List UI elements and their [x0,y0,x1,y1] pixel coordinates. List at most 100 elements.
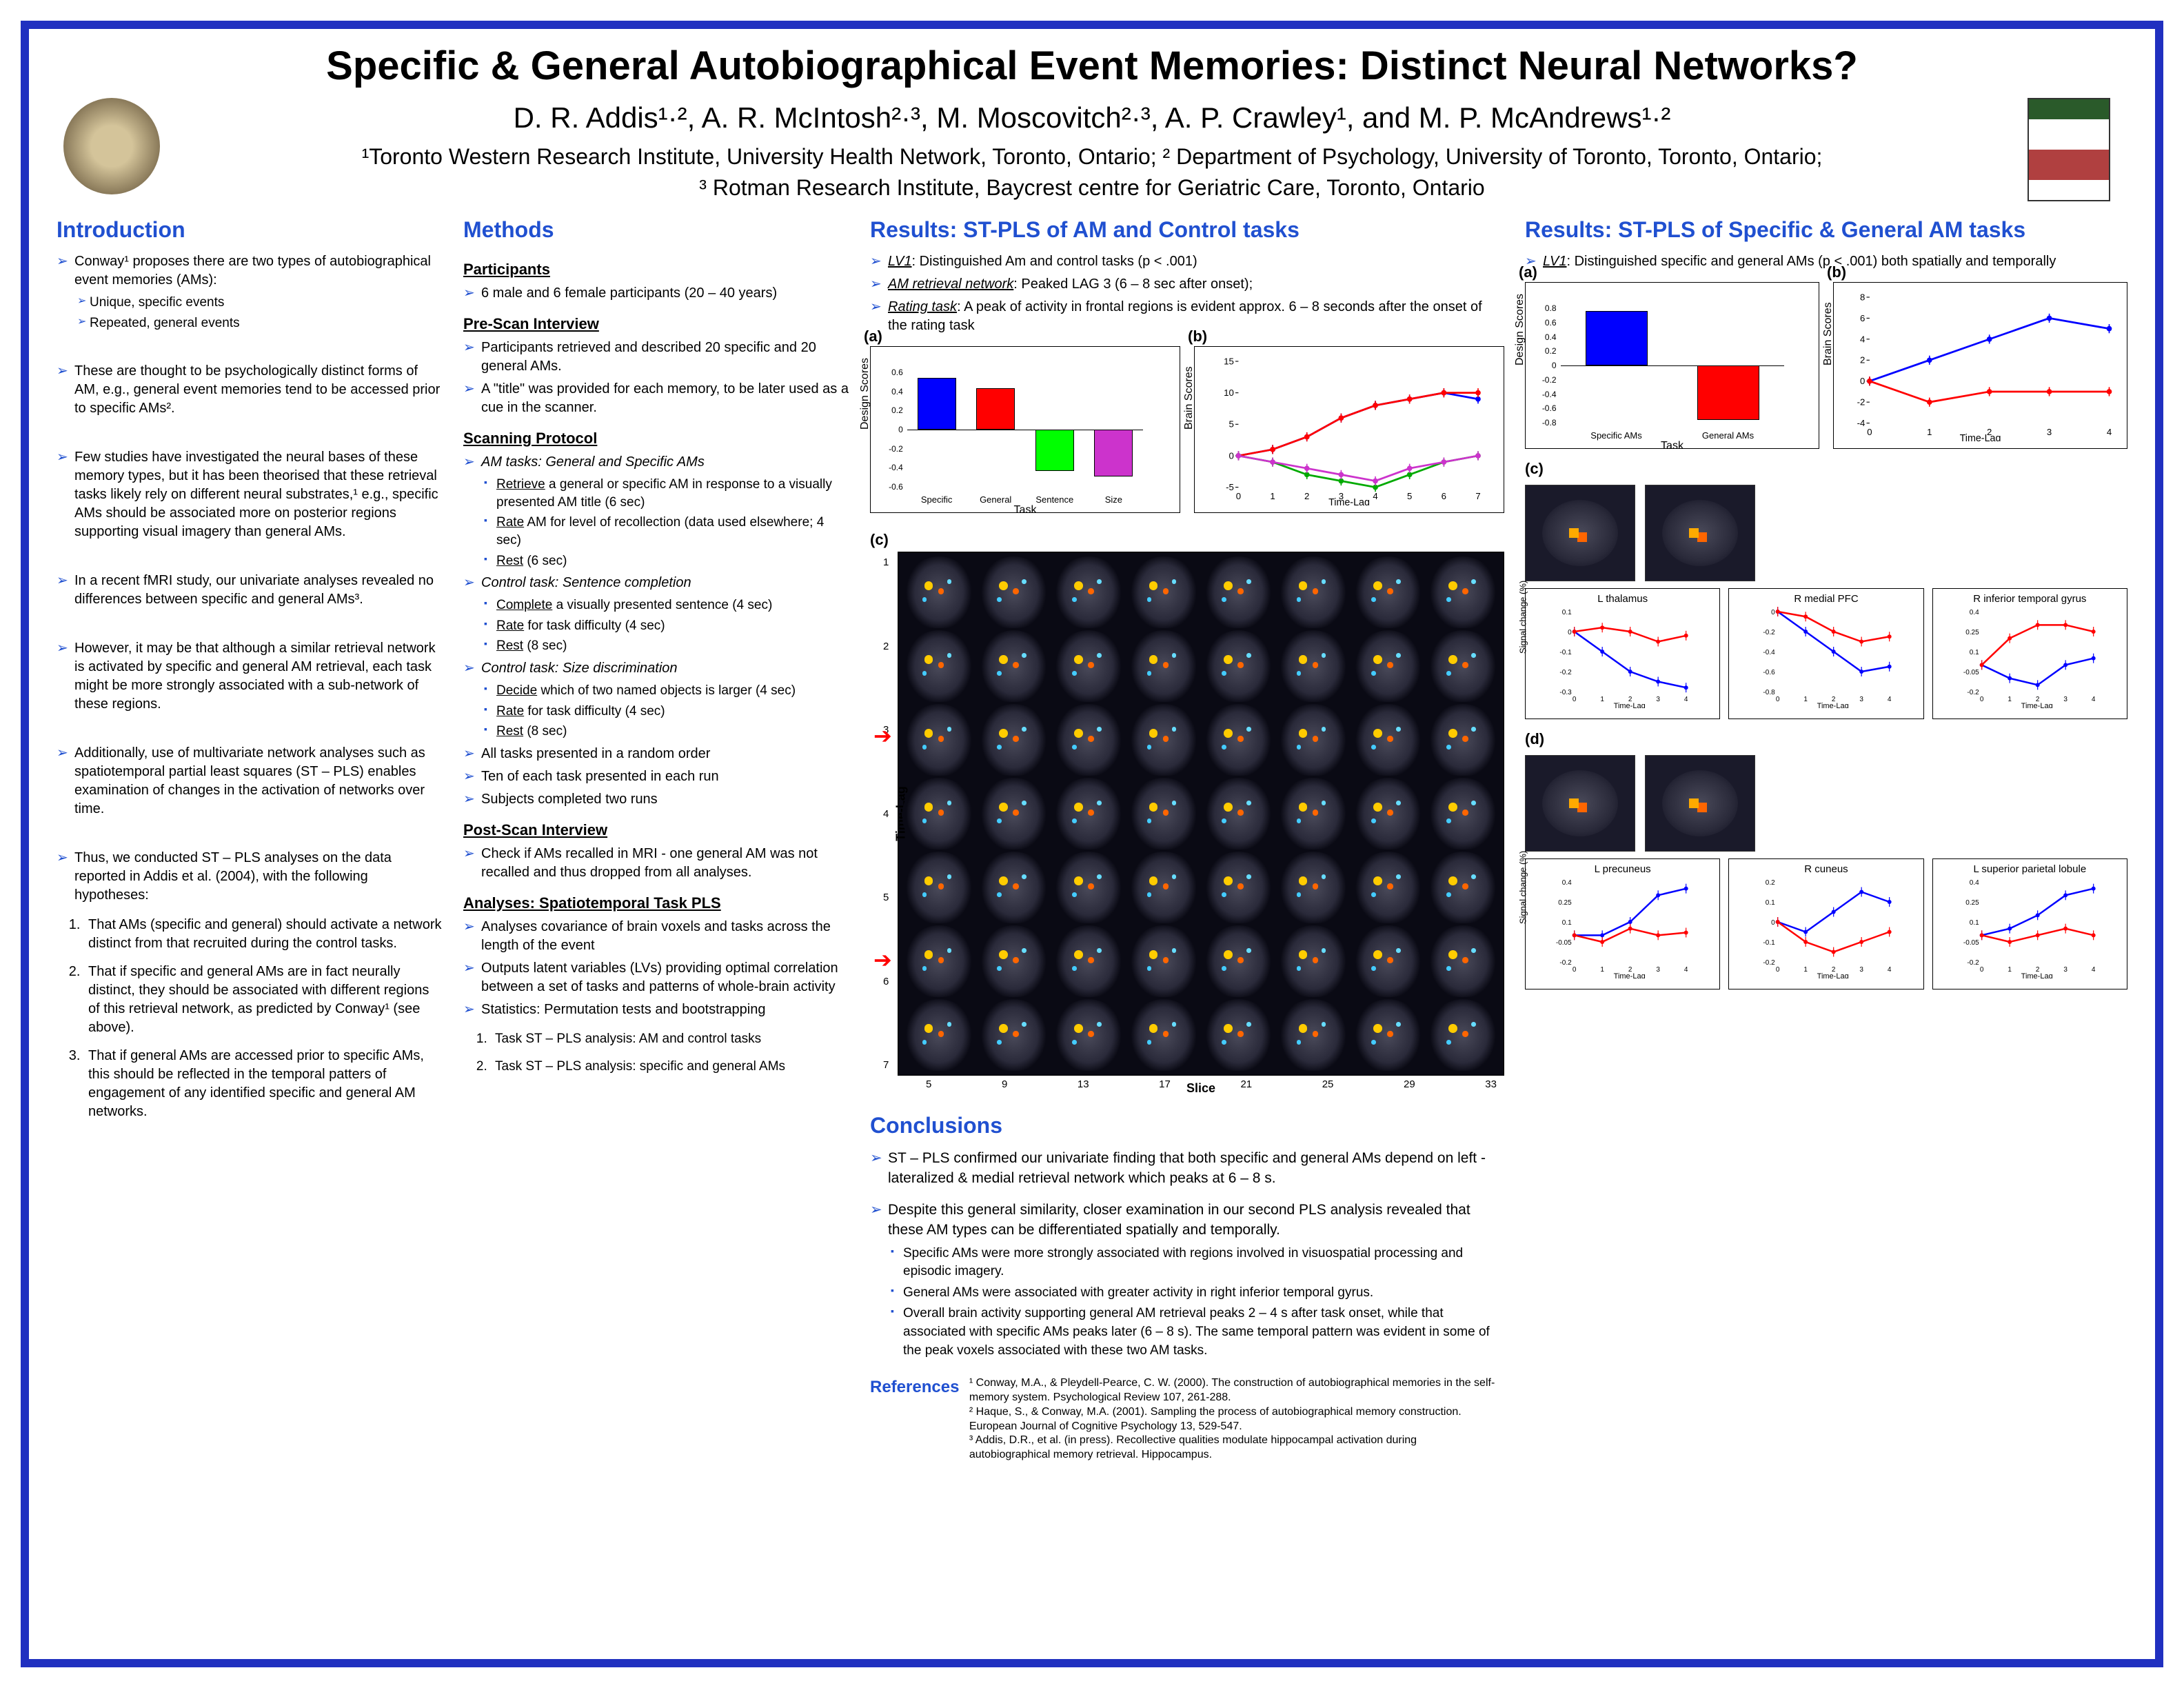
svg-text:1: 1 [1927,427,1932,437]
signal-charts-d: L precuneus-0.2-0.050.10.250.401234Time-… [1525,858,2127,989]
svg-text:5: 5 [1228,419,1233,430]
text: Control task: Sentence completion [481,575,691,590]
svg-text:Time-Lag: Time-Lag [1817,702,1849,708]
svg-text:1: 1 [1600,696,1604,703]
sub-bullet: Rest (6 sec) [481,552,849,570]
brain-slice-icon [1525,485,1635,581]
svg-text:-0.2: -0.2 [1559,959,1572,967]
signal-charts-c: L thalamus-0.3-0.2-0.100.101234Time-LagS… [1525,588,2127,719]
svg-text:0: 0 [1980,966,1984,974]
svg-text:Time-Lag: Time-Lag [2021,972,2052,978]
svg-text:-0.4: -0.4 [1763,649,1776,656]
svg-text:6: 6 [1442,491,1446,501]
brain-logo-icon [63,98,167,201]
column-methods: Methods Participants 6 male and 6 female… [463,214,849,1596]
svg-text:0.4: 0.4 [1969,879,1979,887]
svg-text:4: 4 [1373,491,1377,501]
xlabel: Task [1661,440,1684,452]
svg-text:-0.8: -0.8 [1763,689,1776,696]
svg-text:4: 4 [2092,966,2096,974]
svg-text:3: 3 [1656,696,1660,703]
poster-frame: Specific & General Autobiographical Even… [21,21,2163,1667]
methods-bullet: All tasks presented in a random order [463,745,849,763]
brain-slice-icon [1525,755,1635,852]
svg-text:0: 0 [1867,427,1872,437]
participants-subhead: Participants [463,261,849,279]
panel-label: (a) [864,328,882,345]
svg-text:1: 1 [1804,696,1808,703]
sub-bullet: Specific AMs were more strongly associat… [888,1245,1504,1281]
svg-text:3: 3 [2063,966,2067,974]
svg-text:3: 3 [1656,966,1660,974]
svg-text:-0.2: -0.2 [1559,669,1572,676]
svg-text:-0.6: -0.6 [1763,669,1776,676]
results-bullet: Rating task: A peak of activity in front… [870,298,1504,335]
svg-text:0: 0 [1771,919,1775,927]
sub-bullet: Decide which of two named objects is lar… [481,682,849,700]
svg-text:0.1: 0.1 [1969,919,1979,927]
sub-bullet: Repeated, general events [74,314,443,332]
svg-text:0: 0 [1236,491,1241,501]
design-scores-bar-chart-2: (a) Design Scores Task Specific AMsGener… [1525,282,1819,449]
svg-text:0.2: 0.2 [1766,879,1775,887]
svg-text:-2: -2 [1857,397,1866,408]
svg-text:-0.05: -0.05 [1556,939,1572,947]
poster-columns: Introduction Conway¹ proposes there are … [57,214,2127,1596]
svg-text:0.1: 0.1 [1562,919,1572,927]
reference: ² Haque, S., & Conway, M.A. (2001). Samp… [969,1405,1500,1434]
methods-bullet: Outputs latent variables (LVs) providing… [463,959,849,996]
column-results-1: Results: ST-PLS of AM and Control tasks … [870,214,1504,1596]
svg-text:0.4: 0.4 [1969,609,1979,616]
methods-bullet: AM tasks: General and Specific AMs Retri… [463,453,849,570]
methods-bullet: Analyses covariance of brain voxels and … [463,918,849,955]
poster-header: Specific & General Autobiographical Even… [57,43,2127,201]
svg-text:0: 0 [1228,450,1233,461]
svg-text:1: 1 [1804,966,1808,974]
intro-bullet: Conway¹ proposes there are two types of … [57,252,443,332]
results-bullet: AM retrieval network: Peaked LAG 3 (6 – … [870,275,1504,294]
brain-scores-line-chart: (b) Brain Scores -505101501234567Time-La… [1194,346,1504,513]
results2-charts-ab: (a) Design Scores Task Specific AMsGener… [1525,282,2127,449]
svg-text:0: 0 [1573,696,1577,703]
svg-text:Time-Lag: Time-Lag [2021,702,2052,708]
ylabel: Design Scores [1514,294,1526,365]
svg-text:-0.05: -0.05 [1963,669,1979,676]
reference: ³ Addis, D.R., et al. (in press). Recoll… [969,1434,1500,1463]
intro-bullet: In a recent fMRI study, our univariate a… [57,572,443,609]
panel-d-block: (d) L precuneus-0.2-0.050.10.250.401234T… [1525,730,2127,1001]
text: Conway¹ proposes there are two types of … [74,254,431,288]
results-bullet: LV1: Distinguished Am and control tasks … [870,252,1504,271]
panel-label: (c) [870,531,889,549]
svg-text:8: 8 [1860,292,1865,302]
svg-text:0.25: 0.25 [1965,629,1979,636]
methods-bullet: A "title" was provided for each memory, … [463,380,849,417]
column-introduction: Introduction Conway¹ proposes there are … [57,214,443,1596]
svg-text:3: 3 [2047,427,2052,437]
affiliation-2: ³ Rotman Research Institute, Baycrest ce… [57,175,2127,201]
svg-text:4: 4 [2107,427,2112,437]
svg-text:0.4: 0.4 [1562,879,1572,887]
xlabel: Task [1014,504,1037,516]
analyses-subhead: Analyses: Spatiotemporal Task PLS [463,894,849,912]
brain-slice-icon [1645,485,1755,581]
svg-text:-0.3: -0.3 [1559,689,1572,696]
svg-text:-0.1: -0.1 [1559,649,1572,656]
panel-c-block: (c) L thalamus-0.3-0.2-0.100.101234Time-… [1525,460,2127,730]
sub-bullet: Overall brain activity supporting genera… [888,1305,1504,1360]
methods-bullet: Control task: Size discrimination Decide… [463,659,849,741]
ylabel: Design Scores [859,358,871,430]
panel-label: (c) [1525,460,2127,478]
sub-bullet: Rest (8 sec) [481,723,849,741]
svg-text:1: 1 [2008,696,2012,703]
methods-bullet: Participants retrieved and described 20 … [463,339,849,376]
conclusions-heading: Conclusions [870,1113,1504,1138]
methods-bullet: Subjects completed two runs [463,790,849,809]
svg-text:-5: -5 [1226,482,1234,492]
intro-bullet: However, it may be that although a simil… [57,639,443,714]
scanning-subhead: Scanning Protocol [463,430,849,448]
svg-text:0: 0 [1860,376,1865,386]
sub-bullet: Retrieve a general or specific AM in res… [481,476,849,511]
svg-text:4: 4 [1888,696,1892,703]
conclusion-bullet: ST – PLS confirmed our univariate findin… [870,1148,1504,1189]
intro-bullet: These are thought to be psychologically … [57,362,443,418]
